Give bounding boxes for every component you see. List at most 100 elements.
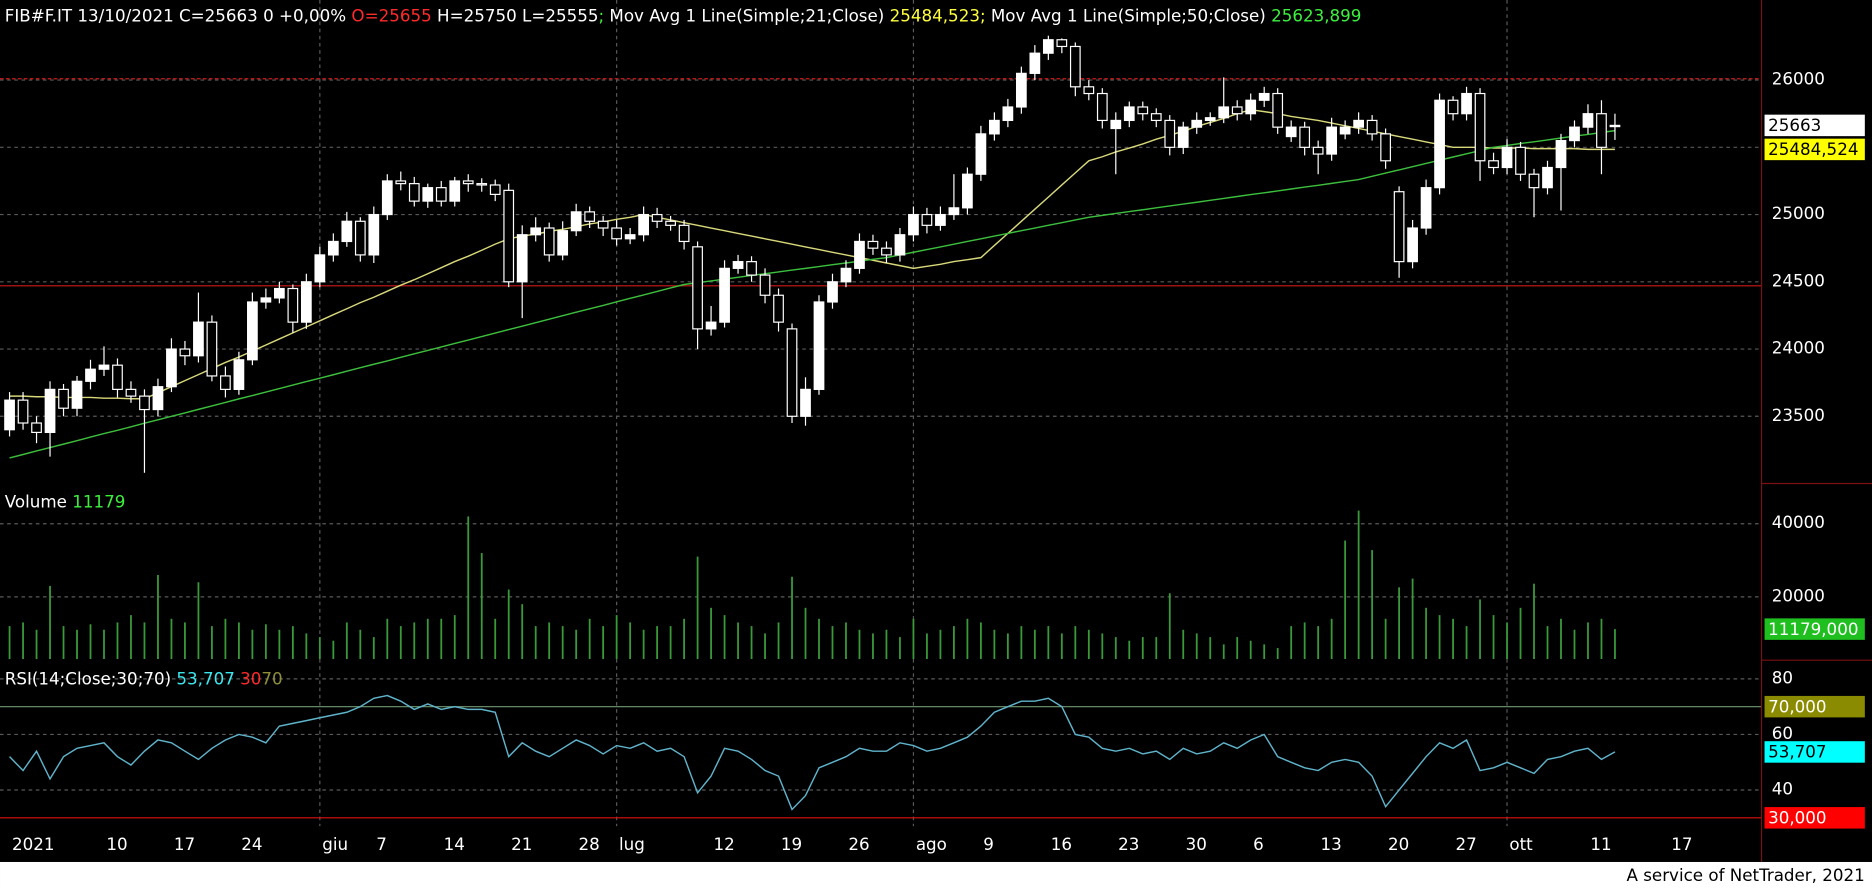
candle-body <box>1461 92 1472 115</box>
volume-bar <box>966 618 969 660</box>
title-part: Mov Avg 1 Line(Simple;50;Close) <box>986 5 1272 25</box>
candle-body <box>58 388 69 409</box>
volume-bar <box>750 626 753 660</box>
candle-body <box>975 133 987 175</box>
candle-body <box>220 375 231 390</box>
candle-body <box>773 294 784 323</box>
candle-body <box>44 388 56 434</box>
volume-bar <box>926 633 928 660</box>
candle-body <box>435 187 447 202</box>
volume-bar <box>103 629 105 660</box>
volume-bar <box>1303 622 1306 660</box>
volume-bar <box>777 622 780 660</box>
volume-bar <box>1357 510 1360 660</box>
x-tick-label: 24 <box>241 834 262 854</box>
volume-bar <box>143 622 146 660</box>
footer-strip <box>0 861 1872 888</box>
value-box <box>1764 138 1865 161</box>
value-box <box>1764 114 1865 137</box>
candle-body <box>813 301 825 390</box>
volume-bar <box>22 622 24 660</box>
volume-bar <box>1290 626 1293 660</box>
candle-body <box>1191 119 1203 128</box>
volume-bar <box>1384 618 1387 660</box>
value-box <box>1764 807 1865 829</box>
title-part: 25623,899 <box>1271 5 1361 25</box>
x-tick-label: 7 <box>376 834 387 854</box>
candle-body <box>678 224 690 243</box>
candle-body <box>881 247 892 256</box>
rsi-line <box>9 694 1616 811</box>
candle-body <box>462 180 474 185</box>
volume-bar <box>35 629 38 660</box>
candle-body <box>570 211 582 232</box>
candle-body <box>1110 119 1122 130</box>
volume-bar <box>197 582 200 660</box>
volume-bar <box>386 618 389 660</box>
volume-bar <box>818 618 820 660</box>
volume-bar <box>1060 633 1063 660</box>
value-box-label: 25484,524 <box>1768 139 1858 159</box>
title-part: H=25750 L=25555 <box>432 5 599 25</box>
volume-bar <box>845 622 847 660</box>
candle-body <box>1285 126 1297 138</box>
volume-bar <box>1533 583 1535 660</box>
volume-bar <box>467 516 470 660</box>
candle-body <box>611 227 623 240</box>
candle-body <box>1542 166 1553 189</box>
volume-bar <box>1222 644 1225 660</box>
volume-bar <box>1519 607 1522 660</box>
candle-body <box>759 274 771 296</box>
panel-title: RSI(14;Close;30;70) 53,707 3070 <box>5 668 283 688</box>
candle-body <box>206 321 218 377</box>
volume-bar <box>1047 626 1050 660</box>
y-tick-label: 24500 <box>1772 270 1825 290</box>
candle-body <box>935 213 946 226</box>
x-tick-label: ago <box>916 834 947 854</box>
panel-title: FIB#F.IT 13/10/2021 C=25663 0 +0,00% O=2… <box>5 5 1362 25</box>
y-tick-label: 80 <box>1772 667 1793 687</box>
candle-body <box>1042 39 1054 54</box>
volume-bar <box>1492 615 1495 660</box>
x-tick-label: 14 <box>444 834 465 854</box>
x-tick-label: 17 <box>174 834 195 854</box>
volume-bar <box>791 576 793 660</box>
candle-body <box>989 119 1000 135</box>
volume-bar <box>305 633 308 660</box>
y-tick-label: 60 <box>1772 723 1793 743</box>
title-part: 30 <box>240 668 261 688</box>
title-part: 11179 <box>72 491 125 511</box>
volume-bar <box>669 626 672 660</box>
volume-bar <box>656 626 659 660</box>
candle-body <box>1380 133 1391 162</box>
candle-body <box>476 183 488 186</box>
x-tick-label: 21 <box>511 834 532 854</box>
volume-bar <box>1614 629 1616 660</box>
candle-body <box>746 261 757 276</box>
volume-bar <box>157 574 159 660</box>
volume-bar <box>1479 599 1481 660</box>
candle-body <box>1420 187 1432 229</box>
candle-body <box>665 220 676 226</box>
x-tick-label: 23 <box>1118 834 1139 854</box>
candle-body <box>166 348 177 388</box>
candle-body <box>1056 39 1068 48</box>
volume-bar <box>399 626 402 660</box>
candle-body <box>1474 92 1486 162</box>
volume-bar <box>1600 618 1603 660</box>
candle-body <box>651 213 663 222</box>
volume-bar <box>62 626 65 660</box>
candle-body <box>1164 119 1176 148</box>
footer: A service of NetTrader, 2021 <box>1626 865 1864 885</box>
candle-body <box>786 328 798 417</box>
volume-bar <box>170 618 173 660</box>
volume-bar <box>899 637 901 660</box>
candle-body <box>962 173 973 209</box>
volume-bar <box>1101 633 1104 660</box>
volume-bar <box>8 626 11 660</box>
x-tick-label: 27 <box>1455 834 1476 854</box>
candle-body <box>1137 106 1149 115</box>
x-tick-label: 30 <box>1186 834 1207 854</box>
volume-bar <box>602 626 605 660</box>
volume-bar <box>1006 633 1009 660</box>
